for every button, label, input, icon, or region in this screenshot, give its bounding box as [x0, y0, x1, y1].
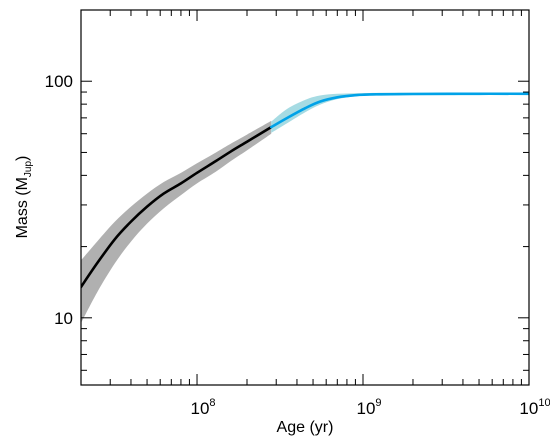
series-lines [81, 92, 529, 289]
uncertainty-band-0 [81, 120, 272, 324]
series-line-0 [81, 125, 273, 289]
x-axis-label: Age (yr) [277, 419, 334, 436]
x-tick-label: 1010 [519, 397, 550, 418]
y-tick-label: 100 [45, 72, 73, 91]
series-line-1 [269, 92, 529, 129]
axis-ticks [80, 9, 530, 385]
plot-frame [80, 9, 530, 386]
uncertainty-bands [81, 92, 529, 324]
x-tick-label: 109 [356, 397, 381, 418]
y-axis-label: Mass (MJup) [14, 156, 34, 239]
uncertainty-band-1 [271, 92, 529, 133]
y-tick-label: 10 [54, 309, 73, 328]
x-tick-label: 108 [190, 397, 215, 418]
